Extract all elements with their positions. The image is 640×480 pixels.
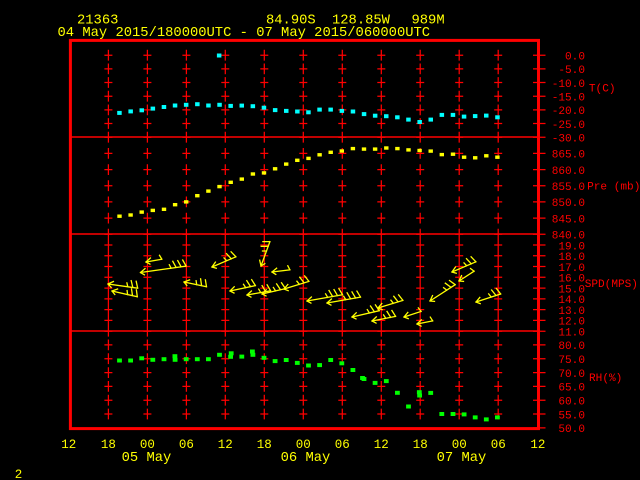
svg-text:-30.0: -30.0 [552,134,585,146]
svg-text:-25.0: -25.0 [552,120,585,132]
svg-text:84.90S: 84.90S [266,13,316,28]
svg-text:05 May: 05 May [122,451,172,466]
svg-text:06: 06 [179,438,194,452]
svg-text:60.0: 60.0 [558,397,585,409]
svg-text:21363: 21363 [77,13,118,28]
svg-text:0.0: 0.0 [565,52,585,64]
svg-text:11.0: 11.0 [558,328,585,340]
svg-text:00: 00 [452,438,467,452]
svg-text:12: 12 [61,438,76,452]
svg-text:06: 06 [335,438,350,452]
svg-text:00: 00 [296,438,311,452]
svg-text:845.0: 845.0 [552,214,585,226]
svg-text:18: 18 [413,438,428,452]
svg-text:70.0: 70.0 [558,369,585,381]
svg-text:865.0: 865.0 [552,150,585,162]
svg-text:18: 18 [101,438,116,452]
svg-text:06: 06 [491,438,506,452]
svg-text:16.0: 16.0 [558,274,585,286]
svg-text:RH(%): RH(%) [589,373,622,385]
svg-text:19.0: 19.0 [558,241,585,253]
svg-text:65.0: 65.0 [558,383,585,395]
svg-text:989M: 989M [412,13,445,28]
svg-text:-20.0: -20.0 [552,106,585,118]
svg-text:50.0: 50.0 [558,424,585,436]
svg-text:18: 18 [257,438,272,452]
svg-text:18.0: 18.0 [558,252,585,264]
svg-text:-15.0: -15.0 [552,93,585,105]
svg-text:-10.0: -10.0 [552,79,585,91]
svg-text:55.0: 55.0 [558,410,585,422]
svg-text:12: 12 [218,438,233,452]
svg-text:SPD(MPS): SPD(MPS) [585,279,638,291]
svg-text:75.0: 75.0 [558,355,585,367]
svg-text:15.0: 15.0 [558,284,585,296]
svg-text:80.0: 80.0 [558,341,585,353]
svg-text:06 May: 06 May [281,451,331,466]
svg-text:12: 12 [374,438,389,452]
svg-text:00: 00 [140,438,155,452]
svg-text:04 May 2015/180000UTC - 07 May: 04 May 2015/180000UTC - 07 May 2015/0600… [58,25,431,41]
svg-text:13.0: 13.0 [558,306,585,318]
svg-text:T(C): T(C) [589,84,616,96]
svg-text:850.0: 850.0 [552,198,585,210]
svg-text:855.0: 855.0 [552,182,585,194]
svg-text:14.0: 14.0 [558,295,585,307]
svg-text:2: 2 [15,468,23,480]
svg-text:12.0: 12.0 [558,317,585,329]
svg-text:-5.0: -5.0 [558,65,585,77]
svg-text:128.85W: 128.85W [332,13,391,28]
svg-text:840.0: 840.0 [552,231,585,243]
svg-text:Pre (mb): Pre (mb) [587,182,640,194]
svg-text:07 May: 07 May [437,451,487,466]
svg-text:12: 12 [530,438,545,452]
svg-text:860.0: 860.0 [552,166,585,178]
svg-text:17.0: 17.0 [558,263,585,275]
